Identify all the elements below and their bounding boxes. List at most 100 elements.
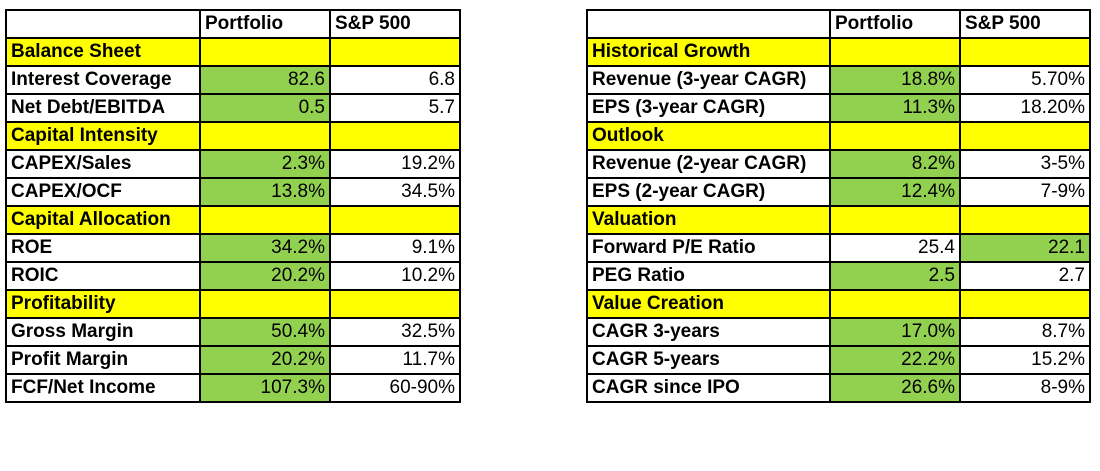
metric-label: CAGR 3-years — [586, 317, 831, 347]
section-title: Historical Growth — [586, 37, 831, 67]
header-sp500: S&P 500 — [959, 9, 1091, 39]
sp500-value: 60-90% — [329, 373, 461, 403]
table-row: ROE 34.2% 9.1% — [5, 233, 461, 263]
portfolio-value: 107.3% — [199, 373, 331, 403]
table-body: Historical Growth Revenue (3-year CAGR) 18… — [586, 37, 1091, 403]
portfolio-value: 34.2% — [199, 233, 331, 263]
metric-label: Profit Margin — [5, 345, 201, 375]
sp500-value: 6.8 — [329, 65, 461, 95]
metric-label: CAGR 5-years — [586, 345, 831, 375]
sp500-value: 19.2% — [329, 149, 461, 179]
table-row: Interest Coverage 82.6 6.8 — [5, 65, 461, 95]
portfolio-value: 2.3% — [199, 149, 331, 179]
table-row: Net Debt/EBITDA 0.5 5.7 — [5, 93, 461, 123]
metrics-table-right: Portfolio S&P 500 Historical Growth Reven… — [586, 9, 1091, 403]
metric-label: FCF/Net Income — [5, 373, 201, 403]
sp500-value: 5.7 — [329, 93, 461, 123]
section-row: Valuation — [586, 205, 1091, 235]
table-row: Profit Margin 20.2% 11.7% — [5, 345, 461, 375]
portfolio-value: 26.6% — [829, 373, 961, 403]
portfolio-value: 8.2% — [829, 149, 961, 179]
section-fill-sp500 — [959, 121, 1091, 151]
metric-label: ROIC — [5, 261, 201, 291]
section-fill-portfolio — [199, 289, 331, 319]
section-fill-portfolio — [829, 37, 961, 67]
header-portfolio: Portfolio — [829, 9, 961, 39]
table-row: FCF/Net Income 107.3% 60-90% — [5, 373, 461, 403]
portfolio-value: 12.4% — [829, 177, 961, 207]
section-title: Profitability — [5, 289, 201, 319]
portfolio-value: 11.3% — [829, 93, 961, 123]
section-row: Outlook — [586, 121, 1091, 151]
table-row: Revenue (3-year CAGR) 18.8% 5.70% — [586, 65, 1091, 95]
section-row: Value Creation — [586, 289, 1091, 319]
sp500-value: 7-9% — [959, 177, 1091, 207]
table-row: ROIC 20.2% 10.2% — [5, 261, 461, 291]
table-row: CAPEX/OCF 13.8% 34.5% — [5, 177, 461, 207]
metric-label: CAPEX/Sales — [5, 149, 201, 179]
section-fill-sp500 — [329, 289, 461, 319]
table-row: EPS (2-year CAGR) 12.4% 7-9% — [586, 177, 1091, 207]
portfolio-value: 50.4% — [199, 317, 331, 347]
section-fill-sp500 — [959, 289, 1091, 319]
header-sp500: S&P 500 — [329, 9, 461, 39]
portfolio-value: 20.2% — [199, 345, 331, 375]
section-fill-sp500 — [329, 121, 461, 151]
sp500-value: 18.20% — [959, 93, 1091, 123]
portfolio-value: 25.4 — [829, 233, 961, 263]
portfolio-value: 17.0% — [829, 317, 961, 347]
section-title: Value Creation — [586, 289, 831, 319]
portfolio-value: 82.6 — [199, 65, 331, 95]
section-fill-portfolio — [199, 37, 331, 67]
section-fill-portfolio — [829, 289, 961, 319]
sp500-value: 2.7 — [959, 261, 1091, 291]
sp500-value: 3-5% — [959, 149, 1091, 179]
metric-label: EPS (2-year CAGR) — [586, 177, 831, 207]
section-title: Outlook — [586, 121, 831, 151]
sp500-value: 8-9% — [959, 373, 1091, 403]
metric-label: Net Debt/EBITDA — [5, 93, 201, 123]
sp500-value: 9.1% — [329, 233, 461, 263]
portfolio-value: 2.5 — [829, 261, 961, 291]
table-row: PEG Ratio 2.5 2.7 — [586, 261, 1091, 291]
metric-label: EPS (3-year CAGR) — [586, 93, 831, 123]
table-row: Gross Margin 50.4% 32.5% — [5, 317, 461, 347]
metric-label: Forward P/E Ratio — [586, 233, 831, 263]
section-fill-portfolio — [829, 121, 961, 151]
sp500-value: 32.5% — [329, 317, 461, 347]
metric-label: PEG Ratio — [586, 261, 831, 291]
sp500-value: 10.2% — [329, 261, 461, 291]
section-row: Capital Allocation — [5, 205, 461, 235]
section-fill-sp500 — [329, 205, 461, 235]
header-corner — [586, 9, 831, 39]
header-corner — [5, 9, 201, 39]
section-title: Valuation — [586, 205, 831, 235]
portfolio-value: 18.8% — [829, 65, 961, 95]
table-body: Balance Sheet Interest Coverage 82.6 6.8 Net… — [5, 37, 461, 403]
section-title: Capital Allocation — [5, 205, 201, 235]
portfolio-value: 13.8% — [199, 177, 331, 207]
section-fill-portfolio — [199, 205, 331, 235]
portfolio-value: 0.5 — [199, 93, 331, 123]
section-fill-portfolio — [829, 205, 961, 235]
metric-label: Revenue (3-year CAGR) — [586, 65, 831, 95]
table-row: Revenue (2-year CAGR) 8.2% 3-5% — [586, 149, 1091, 179]
section-row: Profitability — [5, 289, 461, 319]
sp500-value: 22.1 — [959, 233, 1091, 263]
table-row: Forward P/E Ratio 25.4 22.1 — [586, 233, 1091, 263]
metric-label: Revenue (2-year CAGR) — [586, 149, 831, 179]
header-portfolio: Portfolio — [199, 9, 331, 39]
section-fill-portfolio — [199, 121, 331, 151]
header-row: Portfolio S&P 500 — [586, 9, 1091, 39]
section-fill-sp500 — [959, 205, 1091, 235]
section-row: Historical Growth — [586, 37, 1091, 67]
portfolio-value: 20.2% — [199, 261, 331, 291]
sp500-value: 34.5% — [329, 177, 461, 207]
table-row: CAGR 5-years 22.2% 15.2% — [586, 345, 1091, 375]
section-fill-sp500 — [959, 37, 1091, 67]
metric-label: Interest Coverage — [5, 65, 201, 95]
metrics-table-left: Portfolio S&P 500 Balance Sheet Interest … — [5, 9, 461, 403]
table-row: CAPEX/Sales 2.3% 19.2% — [5, 149, 461, 179]
metric-label: Gross Margin — [5, 317, 201, 347]
header-row: Portfolio S&P 500 — [5, 9, 461, 39]
